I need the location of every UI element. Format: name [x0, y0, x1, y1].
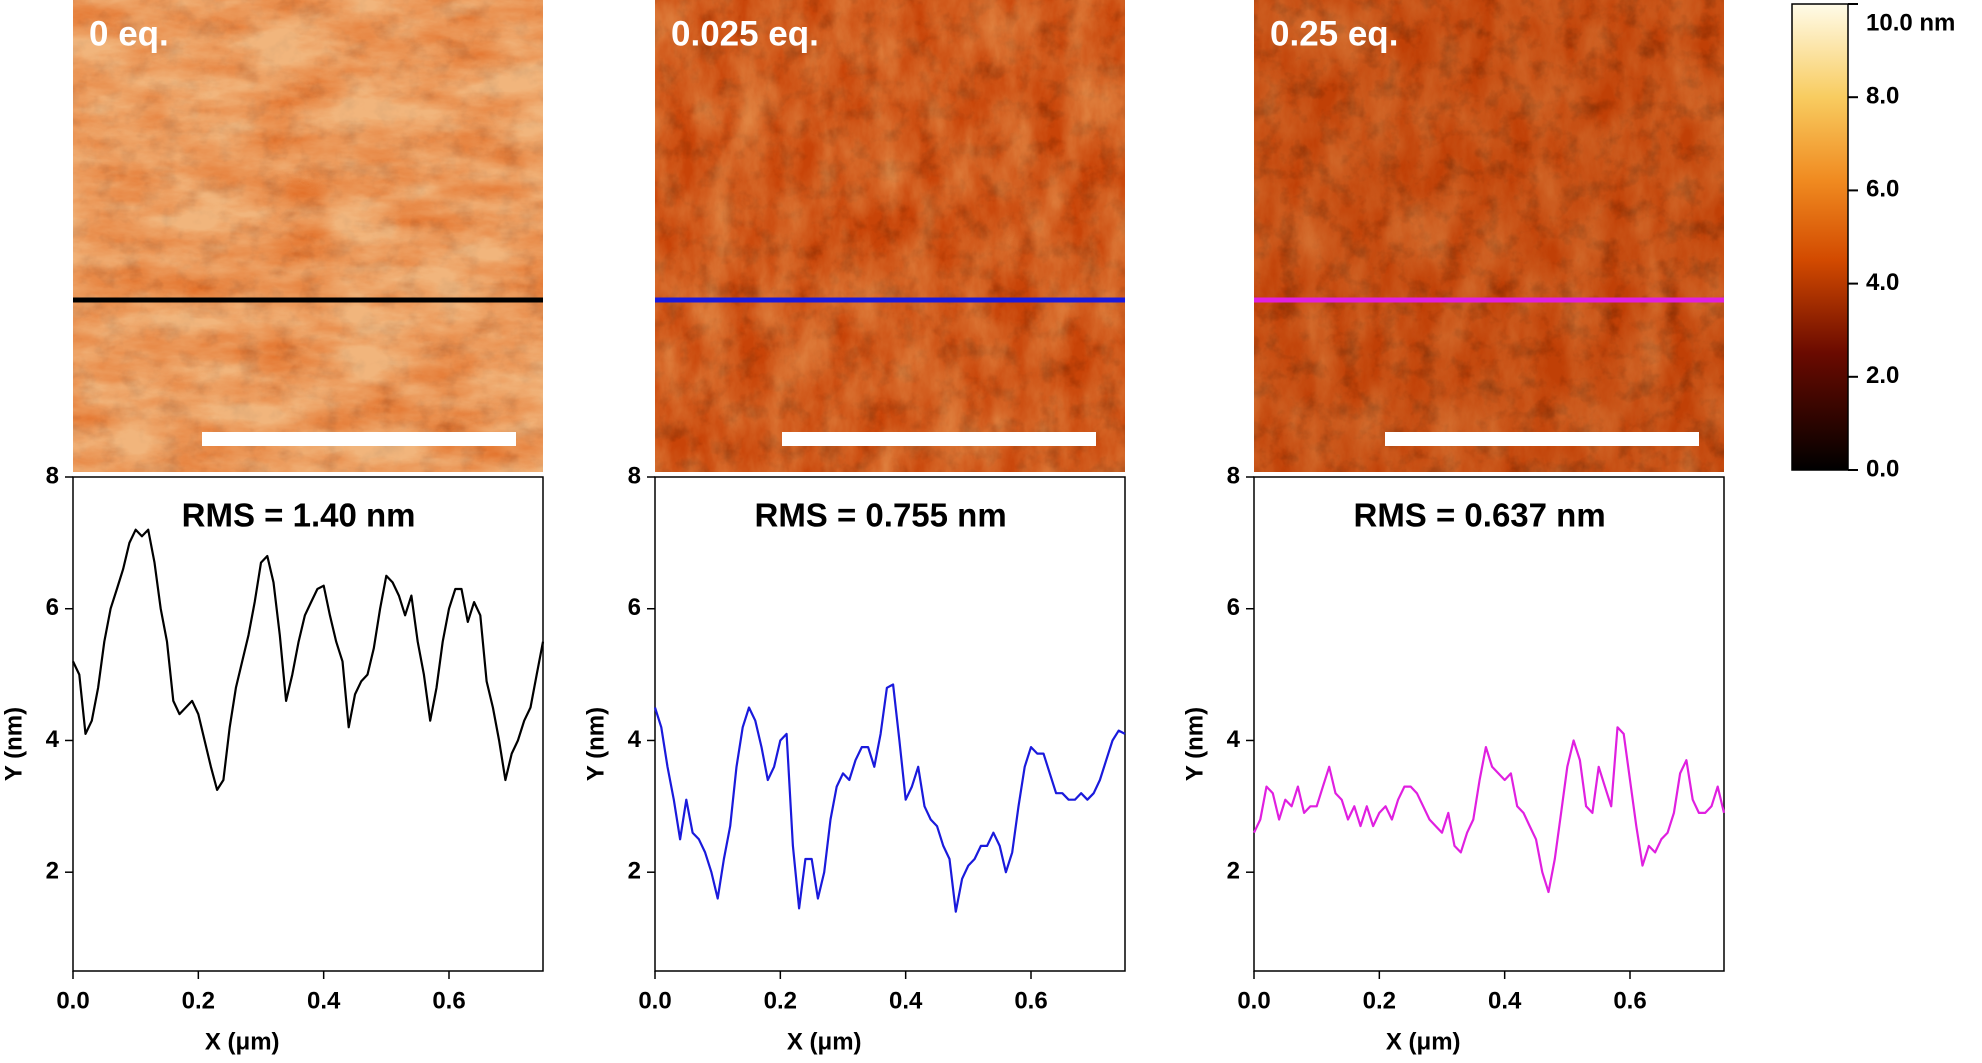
plot-frame: [654, 476, 1126, 972]
x-tick-label: 0.6: [1613, 987, 1646, 1014]
y-tick-label: 4: [628, 726, 642, 753]
line-chart: 2 4 6 8 0.0 0.2 0.4 0.6 X (μm) Y (nm) RMS = 1.40 n…: [0, 462, 545, 1055]
x-tick-label: 0.4: [889, 987, 923, 1014]
y-axis-label: Y (nm): [0, 707, 27, 781]
x-tick-label: 0.4: [1488, 987, 1522, 1014]
x-tick-label: 0.0: [56, 987, 89, 1014]
line-chart: 2 4 6 8 0.0 0.2 0.4 0.6 X (μm) Y (nm) RMS = 0.755 …: [582, 462, 1126, 1055]
rms-annotation: RMS = 0.755 nm: [754, 497, 1006, 534]
y-tick-label: 6: [628, 594, 641, 621]
y-tick-label: 2: [628, 858, 641, 885]
y-axis-label: Y (nm): [582, 707, 609, 781]
x-axis-label: X (μm): [1386, 1028, 1461, 1055]
y-tick-label: 6: [46, 594, 59, 621]
profile-series: [1253, 726, 1726, 894]
rms-annotation: RMS = 1.40 nm: [182, 497, 416, 534]
colorbar-tick-label: 8.0: [1866, 83, 1899, 110]
colorbar-tick-label: 2.0: [1866, 362, 1899, 389]
y-tick-label: 2: [46, 858, 59, 885]
colorbar-tick-label: 10.0 nm: [1866, 9, 1955, 36]
x-axis-label: X (μm): [205, 1028, 280, 1055]
x-tick-label: 0.0: [638, 987, 671, 1014]
colorbar: [1791, 3, 1849, 471]
y-tick-label: 2: [1227, 858, 1240, 885]
rms-annotation: RMS = 0.637 nm: [1353, 497, 1605, 534]
afm-images: [73, 0, 1724, 472]
image-label: 0.025 eq.: [671, 14, 819, 53]
x-tick-label: 0.6: [432, 987, 465, 1014]
y-tick-label: 8: [628, 462, 641, 489]
x-axis-label: X (μm): [787, 1028, 862, 1055]
image-label: 0.25 eq.: [1270, 14, 1398, 53]
y-tick-label: 6: [1227, 594, 1240, 621]
x-tick-label: 0.6: [1014, 987, 1047, 1014]
y-tick-label: 8: [46, 462, 59, 489]
plot-frame: [72, 476, 544, 972]
profile-series: [653, 683, 1126, 913]
y-tick-label: 4: [46, 726, 60, 753]
afm-image: [73, 0, 543, 472]
afm-image: [655, 0, 1125, 472]
y-axis-label: Y (nm): [1181, 707, 1208, 781]
x-tick-label: 0.0: [1237, 987, 1270, 1014]
colorbar-tick-label: 0.0: [1866, 455, 1899, 482]
image-label: 0 eq.: [89, 14, 169, 53]
x-tick-label: 0.2: [1363, 987, 1396, 1014]
colorbar-tick-label: 4.0: [1866, 269, 1899, 296]
afm-image: [1254, 0, 1724, 472]
x-tick-label: 0.2: [182, 987, 215, 1014]
profile-series: [72, 528, 545, 791]
y-tick-label: 4: [1227, 726, 1241, 753]
plot-frame: [1253, 476, 1725, 972]
colorbar-tick-label: 6.0: [1866, 176, 1899, 203]
x-tick-label: 0.4: [307, 987, 341, 1014]
line-chart: 2 4 6 8 0.0 0.2 0.4 0.6 X (μm) Y (nm) RMS = 0.637 …: [1181, 462, 1726, 1055]
y-tick-label: 8: [1227, 462, 1240, 489]
x-tick-label: 0.2: [764, 987, 797, 1014]
